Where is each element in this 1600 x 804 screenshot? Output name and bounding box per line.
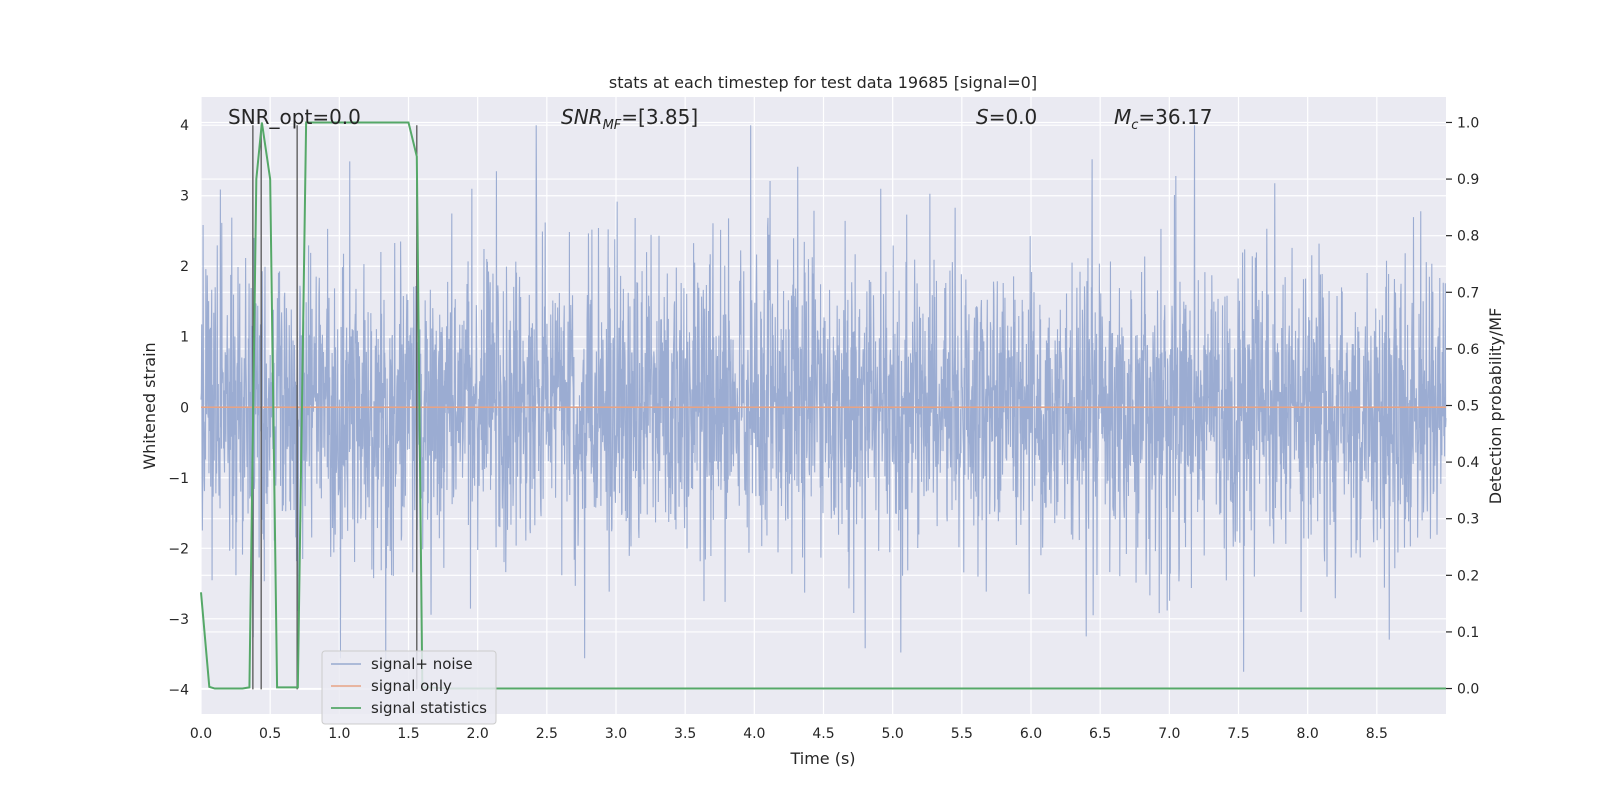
x-tick-label: 7.0 — [1158, 726, 1180, 742]
x-tick-label: 2.0 — [467, 726, 489, 742]
x-tick-label: 8.0 — [1297, 726, 1319, 742]
x-tick-label: 0.0 — [190, 726, 212, 742]
legend-label-signal-statistics: signal statistics — [371, 699, 487, 717]
y-tick-label: 3 — [180, 189, 189, 205]
y-right-tick-label: 0.8 — [1457, 229, 1479, 245]
legend-box — [321, 650, 497, 725]
x-tick-label: 0.5 — [259, 726, 281, 742]
annotation-s: S=0.0 — [976, 105, 1037, 129]
annotation-snr-opt: SNR_opt=0.0 — [228, 105, 361, 129]
annotation-mc: Mc=36.17 — [1114, 105, 1212, 133]
y-right-tick-label: 0.7 — [1457, 285, 1479, 301]
annotation-snr-mf-sub: MF — [603, 118, 622, 133]
y-right-tick-label: 0.6 — [1457, 342, 1479, 358]
y-tick-label: 1 — [180, 330, 189, 346]
x-axis-label: Time (s) — [789, 749, 855, 768]
annotation-mc-sub: c — [1131, 118, 1138, 133]
y-tick-label: −1 — [168, 471, 189, 487]
y-right-tick-label: 0.4 — [1457, 455, 1479, 471]
signal-noise-series — [200, 125, 1447, 672]
x-tick-label: 7.5 — [1227, 726, 1249, 742]
annotation-s-main: S — [976, 105, 989, 129]
y-right-tick-label: 0.2 — [1457, 568, 1479, 584]
x-tick-label: 5.0 — [882, 726, 904, 742]
y-right-tick-label: 0.9 — [1457, 172, 1479, 188]
y-right-tick-label: 0.5 — [1457, 399, 1479, 415]
y-tick-label: 0 — [180, 400, 189, 416]
x-tick-label: 1.0 — [328, 726, 350, 742]
legend: signal+ noise signal only signal statist… — [321, 650, 497, 725]
chart-title: stats at each timestep for test data 196… — [609, 73, 1037, 92]
x-tick-label: 2.5 — [536, 726, 558, 742]
y-tick-label: −4 — [168, 682, 189, 698]
y-axis-right-label: Detection probability/MF — [1486, 308, 1505, 505]
x-tick-label: 1.5 — [397, 726, 419, 742]
annotation-snr-mf: SNRMF=[3.85] — [561, 105, 698, 133]
x-tick-label: 3.5 — [674, 726, 696, 742]
signal-noise-line — [200, 125, 1447, 672]
y-tick-label: 4 — [180, 118, 189, 134]
legend-label-signal-noise: signal+ noise — [371, 655, 473, 673]
x-tick-label: 6.5 — [1089, 726, 1111, 742]
legend-label-signal-only: signal only — [371, 677, 452, 695]
x-tick-labels: 0.0 0.5 1.0 1.5 2.0 2.5 3.0 3.5 4.0 4.5 5.0 5.5 6.0 6… — [190, 726, 1388, 742]
annotation-mc-main: M — [1114, 105, 1131, 129]
y-tick-label: −2 — [168, 541, 189, 557]
x-tick-label: 8.5 — [1366, 726, 1388, 742]
y-right-tick-label: 1.0 — [1457, 115, 1479, 131]
y-tick-label: 2 — [180, 259, 189, 275]
x-tick-label: 6.0 — [1020, 726, 1042, 742]
annotation-s-value: =0.0 — [989, 105, 1038, 129]
y-axis-label: Whitened strain — [140, 342, 159, 469]
annotation-mc-value: =36.17 — [1138, 105, 1212, 129]
x-tick-label: 3.0 — [605, 726, 627, 742]
x-tick-label: 4.5 — [812, 726, 834, 742]
y-right-tick-labels: 1.0 0.9 0.8 0.7 0.6 0.5 0.4 0.3 0.2 0.1 0.0 — [1446, 115, 1479, 698]
x-tick-label: 5.5 — [951, 726, 973, 742]
y-right-tick-label: 0.3 — [1457, 512, 1479, 528]
y-right-tick-label: 0.0 — [1457, 682, 1479, 698]
y-tick-label: −3 — [168, 612, 189, 628]
y-right-tick-label: 0.1 — [1457, 625, 1479, 641]
x-tick-label: 4.0 — [743, 726, 765, 742]
y-tick-labels: 4 3 2 1 0 −1 −2 −3 −4 — [168, 118, 189, 698]
annotation-snr-mf-main: SNR — [561, 105, 603, 129]
annotation-snr-mf-value: =[3.85] — [621, 105, 698, 129]
